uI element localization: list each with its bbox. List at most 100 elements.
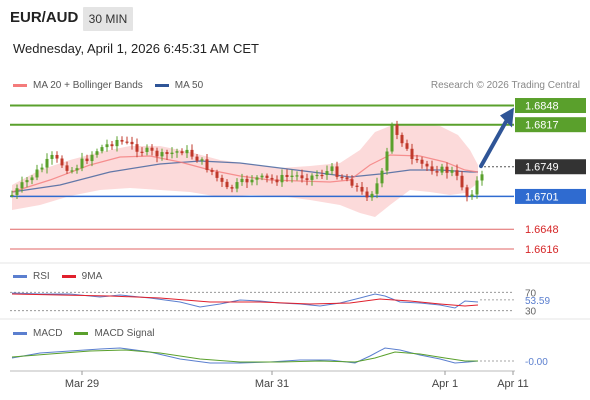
candle-body [55, 154, 59, 159]
candle-body [85, 158, 89, 162]
rsi-ma-swatch [61, 275, 76, 278]
candle-body [10, 194, 14, 197]
candle-body [385, 151, 389, 171]
candle-body [450, 170, 454, 173]
candle-body [455, 170, 459, 176]
candle-body [165, 152, 169, 155]
x-tick-label-3: Apr 11 [497, 378, 529, 390]
credit-text: Research © 2026 Trading Central [430, 80, 580, 91]
candle-body [370, 193, 374, 198]
candle-body [150, 147, 154, 151]
candle-body [225, 181, 229, 188]
candle-body [310, 175, 314, 180]
candle-body [190, 149, 194, 157]
candle-body [320, 174, 324, 177]
candle-body [345, 177, 349, 180]
rsi-legend: RSI 9MA [13, 271, 102, 282]
candle-body [425, 163, 429, 167]
candle-body [400, 134, 404, 144]
candle-body [40, 167, 44, 170]
candle-body [160, 152, 164, 157]
macd-line [11, 347, 479, 364]
candle-body [275, 179, 279, 183]
level-label-0: 1.6848 [525, 101, 559, 113]
candle-body [315, 174, 319, 177]
macd-signal-swatch [74, 332, 89, 335]
candle-body [430, 166, 434, 172]
rsi-legend-label: RSI [33, 271, 50, 282]
level-label-5: 1.6616 [525, 244, 559, 256]
rsi-ref-label-1: 30 [525, 307, 537, 318]
candle-body [140, 151, 144, 153]
current-price-label: 1.6749 [525, 162, 559, 174]
candle-body [410, 148, 414, 160]
candle-body [295, 175, 299, 177]
ma50-line [11, 160, 478, 193]
candle-body [305, 178, 309, 180]
candle-body [80, 158, 84, 169]
candle-body [170, 152, 174, 155]
macd-swatch [13, 332, 27, 335]
level-tag-1 [515, 117, 586, 133]
macd-legend-label: MACD [33, 328, 63, 339]
candle-body [25, 180, 29, 183]
candle-body [220, 177, 224, 182]
candle-body [330, 166, 334, 172]
candle-body [405, 143, 409, 149]
candle-body [205, 159, 209, 170]
candle-body [335, 166, 339, 177]
level-tag-3 [515, 188, 586, 204]
rsi-swatch [13, 275, 27, 278]
candle-body [100, 147, 104, 152]
level-label-1: 1.6817 [525, 120, 559, 132]
candle-body [355, 185, 359, 187]
macd-signal-legend-label: MACD Signal [94, 328, 155, 339]
rsi-last-value: 53.59 [525, 296, 550, 307]
candle-body [270, 177, 274, 180]
candle-body [15, 188, 19, 195]
candle-body [300, 175, 304, 179]
candle-body [375, 183, 379, 194]
candle-body [185, 149, 189, 154]
candle-body [115, 139, 119, 147]
candle-body [285, 174, 289, 177]
current-price-tag [515, 159, 586, 175]
chart-datetime: Wednesday, April 1, 2026 6:45:31 AM CET [13, 41, 259, 56]
candle-body [460, 175, 464, 188]
candle-body [20, 182, 24, 189]
candle-body [45, 158, 49, 168]
level-label-3: 1.6701 [525, 191, 559, 203]
candle-body [120, 139, 124, 142]
candle-body [210, 169, 214, 172]
candle-body [235, 182, 239, 189]
candle-body [240, 178, 244, 183]
candle-body [380, 170, 384, 184]
candle-body [250, 179, 254, 183]
candle-body [290, 175, 294, 177]
ma50-legend-label: MA 50 [174, 80, 204, 91]
x-tick-label-0: Mar 29 [65, 378, 99, 390]
candle-body [135, 144, 139, 152]
candle-body [340, 176, 344, 179]
timeframe-button[interactable]: 30 MIN [83, 7, 133, 31]
candle-body [215, 171, 219, 178]
level-label-4: 1.6648 [525, 224, 559, 236]
candle-body [475, 180, 479, 195]
candle-body [200, 159, 204, 161]
candle-body [265, 175, 269, 178]
macd-last-value: -0.00 [525, 357, 548, 368]
candle-body [90, 154, 94, 162]
candle-body [365, 191, 369, 198]
ma20-line [11, 154, 479, 193]
rsi-line [11, 292, 479, 309]
candle-body [65, 165, 69, 171]
rsi-ma-line [11, 293, 479, 307]
candle-body [420, 159, 424, 164]
candle-body [245, 178, 249, 183]
candle-body [480, 174, 484, 181]
candle-body [280, 174, 284, 183]
candle-body [30, 177, 34, 181]
forecast-arrow-head [500, 107, 514, 128]
